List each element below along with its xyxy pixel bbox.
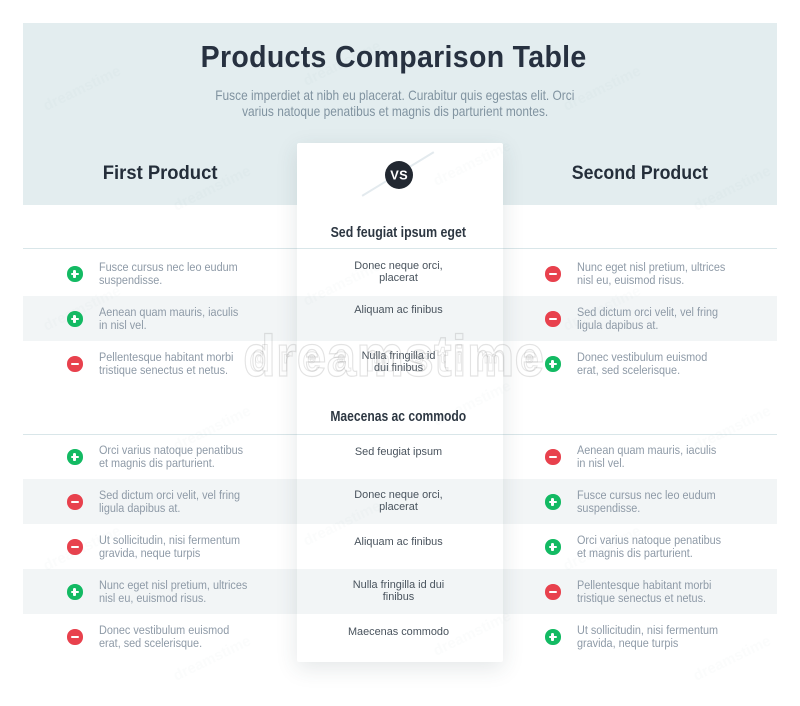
svg-text:VS: VS xyxy=(390,168,408,183)
